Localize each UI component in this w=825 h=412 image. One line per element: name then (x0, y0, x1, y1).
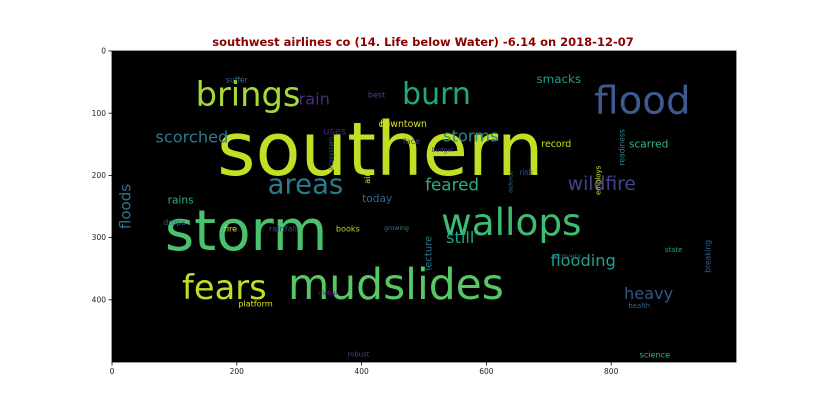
word-fire: fire (224, 223, 237, 233)
x-tick-label: 600 (479, 367, 494, 376)
word-brings: brings (196, 75, 301, 114)
word-uses: uses (323, 126, 346, 137)
word-rainfall: rainfall (269, 223, 297, 233)
y-axis: 0 100 200 300 400 (92, 47, 112, 304)
word-floods: floods (117, 184, 135, 229)
word-rains: rains (168, 194, 194, 206)
word-still: still (446, 228, 474, 247)
word-drops: drops (163, 217, 186, 227)
word-downtown: downtown (379, 119, 427, 130)
word-defense: defense (508, 170, 514, 193)
word-heavy: heavy (624, 284, 674, 303)
word-burn: burn (402, 77, 471, 112)
word-smacks: smacks (536, 72, 581, 86)
word-science: science (640, 350, 670, 360)
word-robust: robust (348, 351, 370, 359)
word-mudslides: mudslides (288, 260, 504, 309)
word-growing: growing (384, 225, 409, 232)
word-record: record (541, 139, 571, 150)
word-feared: feared (425, 175, 479, 195)
word-employs: employs (595, 165, 603, 195)
word-scorched: scorched (155, 127, 228, 146)
x-tick-label: 400 (354, 367, 369, 376)
word-today: today (362, 193, 392, 205)
x-axis: 0 200 400 600 800 (110, 362, 619, 376)
word-storms: storms (443, 127, 498, 146)
word-fears: fears (182, 268, 267, 307)
word-readiness: readiness (617, 129, 626, 165)
word-air: air (362, 173, 372, 184)
x-tick-label: 800 (604, 367, 619, 376)
word-scarred: scarred (629, 138, 668, 150)
y-tick-label: 0 (101, 47, 106, 56)
y-tick-label: 100 (92, 109, 107, 118)
word-budget: budget (432, 147, 455, 154)
word-best: best (368, 90, 386, 100)
word-wallops: wallops (441, 200, 581, 244)
word-lecture: lecture (423, 236, 434, 271)
y-tick-label: 200 (92, 171, 107, 180)
y-tick-label: 300 (92, 233, 107, 242)
word-risk: risk (520, 168, 534, 177)
word-areas: areas (268, 169, 344, 201)
word-health: health (628, 302, 650, 310)
word-ecosystem: ecosystem (328, 137, 335, 170)
word-southern: southern (217, 108, 543, 193)
word-global: global (318, 290, 337, 297)
word-platform: platform (238, 299, 273, 309)
word-suffer: suffer (226, 76, 248, 85)
x-tick-label: 0 (110, 367, 115, 376)
x-tick-label: 200 (230, 367, 245, 376)
word-wildfire: wildfire (568, 174, 636, 195)
word-rain: rain (299, 89, 330, 108)
chart-title: southwest airlines co (14. Life below Wa… (212, 35, 633, 49)
word-recovery: recovery (551, 252, 581, 260)
word-l: l (380, 119, 383, 130)
word-books: books (336, 223, 360, 233)
word-face: face (403, 136, 420, 146)
word-flooding: flooding (550, 251, 615, 270)
word-storm: storm (165, 199, 328, 264)
word-breaking: breaking (703, 240, 712, 273)
y-tick-label: 400 (92, 295, 107, 304)
plot-background (112, 51, 736, 362)
word-state: state (665, 246, 682, 254)
word-flood: flood (594, 78, 690, 123)
plot-frame (111, 50, 737, 363)
